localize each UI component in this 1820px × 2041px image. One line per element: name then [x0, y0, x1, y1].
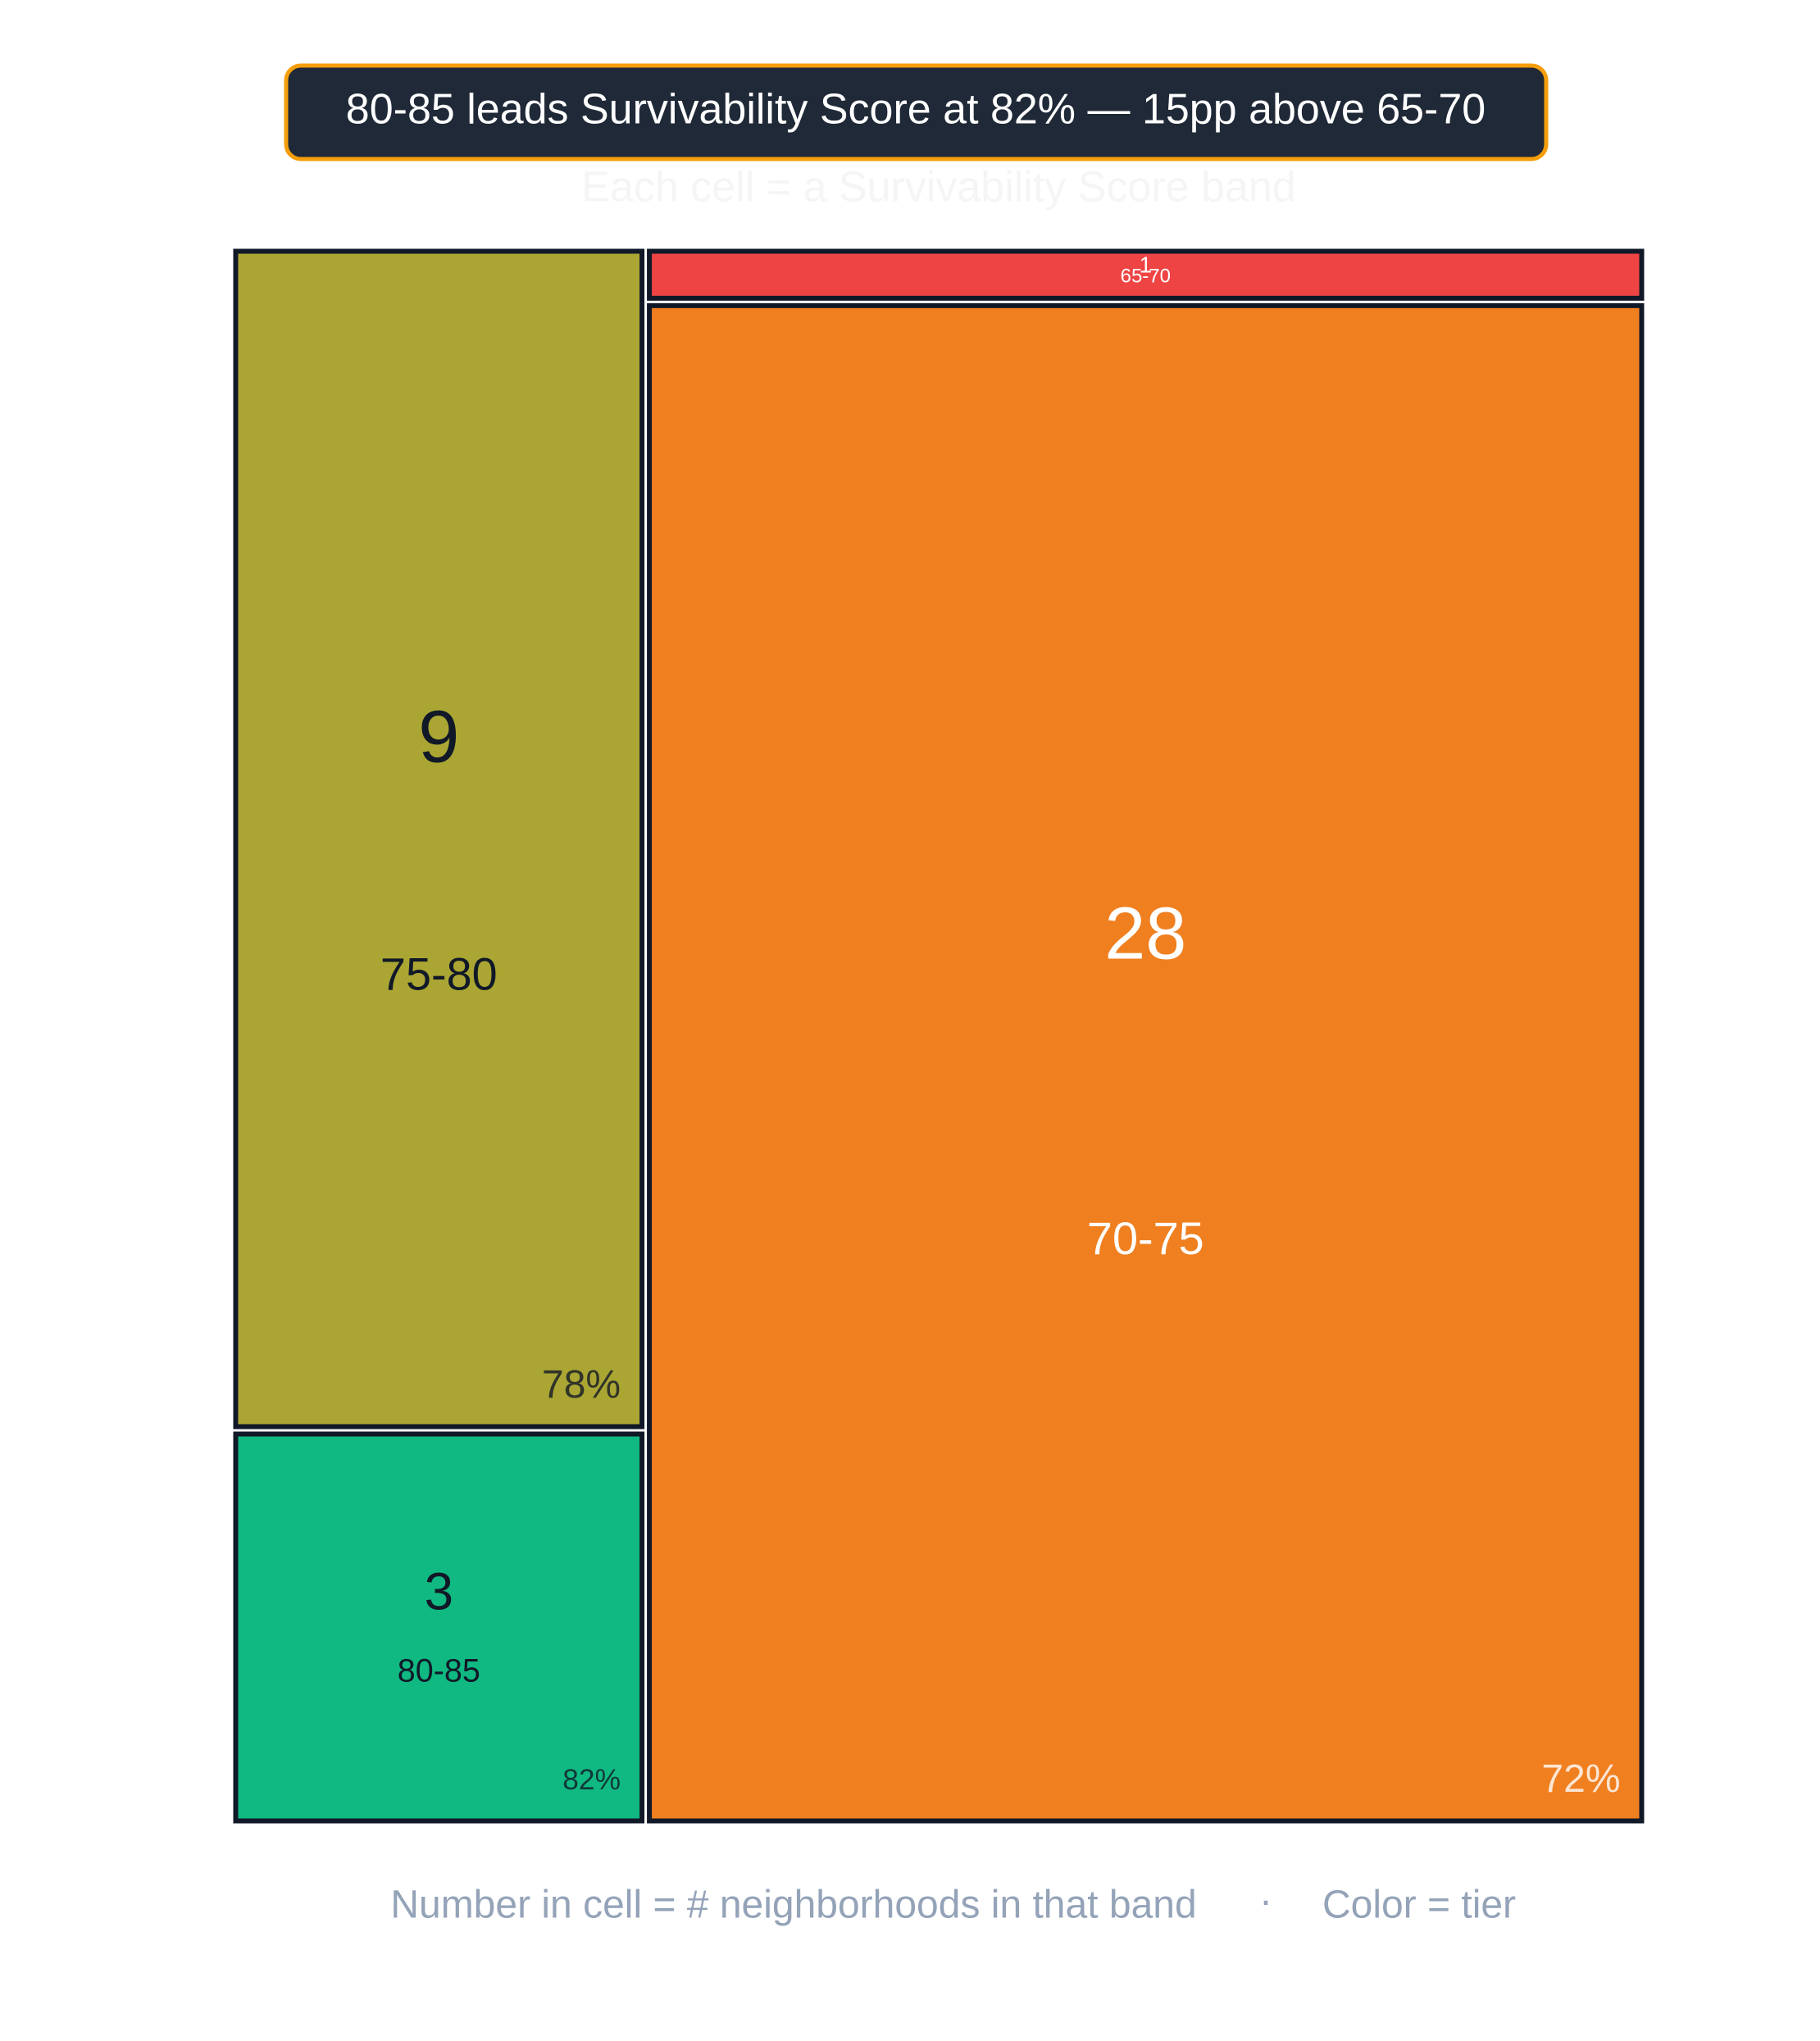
- cell-value: 1: [1140, 252, 1153, 278]
- cell-score: 82%: [562, 1763, 621, 1796]
- cell-score: 78%: [542, 1363, 621, 1407]
- cell-label: 75-80: [380, 948, 498, 999]
- chart-subtitle: Each cell = a Survivability Score band: [581, 164, 1295, 211]
- cell-value: 9: [418, 697, 459, 779]
- chart-title: 80-85 leads Survivability Score at 82% —…: [346, 86, 1486, 134]
- footer-separator: ·: [1259, 1880, 1272, 1923]
- footer-note: Number in cell = # neighborhoods in that…: [390, 1884, 1196, 1927]
- cell-value: 3: [425, 1562, 453, 1621]
- cell-label: 70-75: [1087, 1212, 1204, 1264]
- treemap: 9 75-80 78% 3 80-85 82% 165-70 28 70-75 72%: [233, 248, 1645, 1824]
- cell-value: 28: [1104, 893, 1186, 975]
- cell-score: 72%: [1541, 1757, 1620, 1801]
- footer-note: Color = tier: [1322, 1884, 1516, 1927]
- cell: [233, 248, 645, 1430]
- cell: [647, 248, 1645, 301]
- cell-label: 80-85: [398, 1653, 480, 1689]
- cell: [647, 302, 1645, 1824]
- cell-label: 65-70: [1121, 266, 1171, 288]
- title-box: [284, 63, 1549, 161]
- cell: [233, 1431, 645, 1824]
